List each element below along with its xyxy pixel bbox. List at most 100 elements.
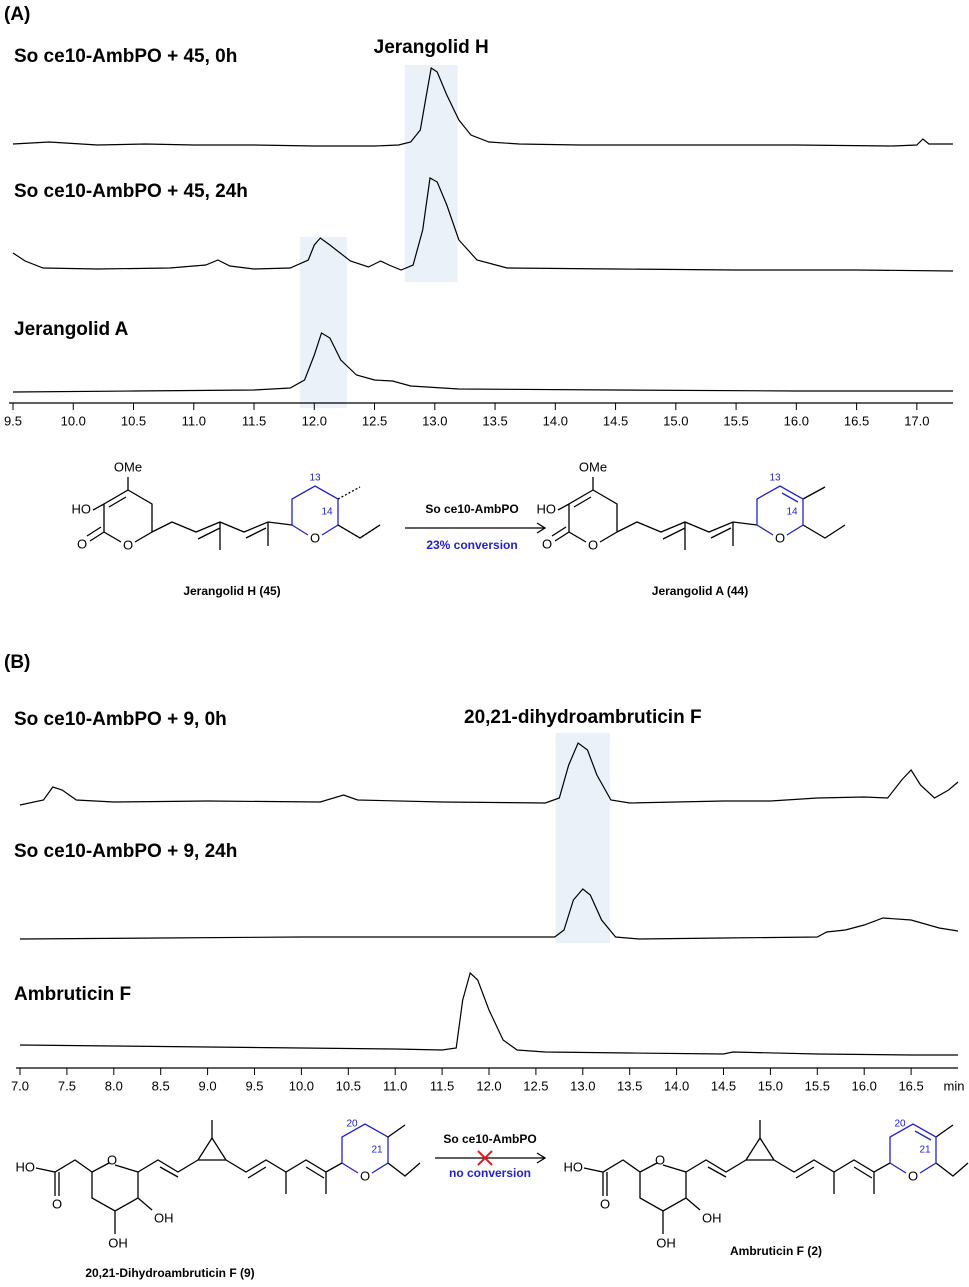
x-tick-label: 11.5 bbox=[430, 1078, 454, 1093]
x-tick-label: 14.5 bbox=[711, 1078, 736, 1093]
compound-name: Jerangolid A (44) bbox=[652, 584, 748, 598]
x-tick-label: 12.5 bbox=[362, 413, 387, 428]
enzyme: So ce10-AmbPO bbox=[443, 1132, 536, 1146]
x-tick-label: 14.0 bbox=[543, 413, 568, 428]
x-tick-label: 11.0 bbox=[182, 413, 206, 428]
x-tick-label: 16.5 bbox=[898, 1078, 923, 1093]
atom-number: 20 bbox=[346, 1119, 358, 1130]
panel-label: (A) bbox=[4, 4, 30, 25]
atom: HO bbox=[72, 501, 92, 516]
conversion: no conversion bbox=[449, 1166, 531, 1180]
bond bbox=[387, 1124, 421, 1177]
atom-number: 13 bbox=[769, 473, 781, 484]
bond bbox=[337, 486, 381, 539]
arrow bbox=[435, 1152, 547, 1164]
x-tick-label: 10.5 bbox=[121, 413, 146, 428]
atom: OH bbox=[702, 1210, 722, 1225]
x-tick-label: 15.5 bbox=[805, 1078, 830, 1093]
trace-label: So ce10-AmbPO + 9, 24h bbox=[14, 841, 237, 862]
atom: OH bbox=[108, 1235, 128, 1250]
x-tick-label: 10.0 bbox=[61, 413, 86, 428]
x-tick-label: 9.5 bbox=[245, 1078, 263, 1093]
atom: O bbox=[107, 1152, 117, 1167]
x-tick-label: 9.0 bbox=[199, 1078, 217, 1093]
trace-label: Jerangolid A bbox=[14, 319, 129, 340]
trace-label: So ce10-AmbPO + 45, 0h bbox=[14, 46, 237, 67]
x-tick-label: 14.0 bbox=[664, 1078, 689, 1093]
compound-name: 20,21-Dihydroambruticin F (9) bbox=[85, 1266, 254, 1280]
x-tick-label: 12.0 bbox=[476, 1078, 501, 1093]
ring bbox=[341, 1123, 389, 1174]
x-tick-label: 15.0 bbox=[758, 1078, 783, 1093]
trace bbox=[12, 66, 953, 147]
compound-name: Jerangolid H (45) bbox=[183, 584, 280, 598]
bond bbox=[337, 524, 381, 539]
scheme-b: HO O O OH OH O 20 21 20,21-Dihydroambrut… bbox=[16, 1119, 969, 1280]
atom-number: 21 bbox=[919, 1145, 931, 1156]
x-tick-label: 13.5 bbox=[617, 1078, 642, 1093]
cross bbox=[477, 1150, 493, 1166]
atom: OMe bbox=[114, 459, 142, 474]
charts: (A) Jerangolid H So ce10-AmbPO + 45, 0h So … bbox=[4, 4, 965, 1093]
atom: O bbox=[52, 1196, 62, 1211]
x-tick-label: 12.5 bbox=[523, 1078, 548, 1093]
bond bbox=[551, 477, 846, 550]
x-tick-label: 7.0 bbox=[11, 1078, 29, 1093]
x-tick-label: 8.5 bbox=[152, 1078, 170, 1093]
x-tick-label: 16.0 bbox=[852, 1078, 877, 1093]
trace-label: Ambruticin F bbox=[14, 984, 131, 1005]
x-tick-label: 13.5 bbox=[482, 413, 507, 428]
bond bbox=[35, 1120, 343, 1234]
x-tick-label: 11.5 bbox=[242, 413, 266, 428]
atom-number: 21 bbox=[371, 1145, 383, 1156]
trace-label: So ce10-AmbPO + 45, 24h bbox=[14, 181, 248, 202]
enzyme: So ce10-AmbPO bbox=[425, 502, 518, 516]
atom: OMe bbox=[579, 459, 607, 474]
x-tick-label: 11.0 bbox=[383, 1078, 407, 1093]
atom: O bbox=[360, 1168, 370, 1183]
atom: O bbox=[908, 1168, 918, 1183]
ring bbox=[291, 485, 339, 536]
atom: O bbox=[655, 1152, 665, 1167]
x-axis-label: min bbox=[944, 1078, 965, 1093]
x-tick-label: 16.5 bbox=[844, 413, 869, 428]
panel-label: (B) bbox=[4, 652, 30, 673]
x-tick-label: 13.0 bbox=[422, 413, 447, 428]
ring bbox=[756, 485, 804, 536]
trace bbox=[19, 888, 959, 940]
x-tick-label: 13.0 bbox=[570, 1078, 595, 1093]
highlight-band bbox=[299, 237, 347, 408]
x-tick-label: 16.0 bbox=[784, 413, 809, 428]
x-tick-label: 14.5 bbox=[603, 413, 628, 428]
bond bbox=[86, 477, 293, 550]
atom: HO bbox=[537, 501, 557, 516]
atom: HO bbox=[16, 1159, 36, 1174]
atom: O bbox=[588, 537, 598, 552]
highlight-band bbox=[404, 65, 458, 282]
conversion: 23% conversion bbox=[426, 538, 517, 552]
atom: O bbox=[775, 530, 785, 545]
compound-name: Ambruticin F (2) bbox=[730, 1244, 822, 1258]
x-tick-label: 17.0 bbox=[904, 413, 929, 428]
trace bbox=[19, 971, 958, 1056]
trace-label: So ce10-AmbPO + 9, 0h bbox=[14, 709, 227, 730]
atom-number: 20 bbox=[894, 1119, 906, 1130]
atom: O bbox=[600, 1196, 610, 1211]
x-tick-label: 7.5 bbox=[58, 1078, 76, 1093]
x-tick-label: 9.5 bbox=[4, 413, 22, 428]
trace bbox=[19, 742, 959, 806]
atom: O bbox=[77, 536, 87, 551]
x-tick-label: 15.5 bbox=[723, 413, 748, 428]
arrow bbox=[405, 522, 547, 534]
x-tick-label: 10.5 bbox=[336, 1078, 361, 1093]
atom-number: 13 bbox=[309, 473, 321, 484]
product: OMe HO O O O 13 14 Jerangolid A (44) bbox=[537, 459, 846, 598]
atom: O bbox=[123, 537, 133, 552]
bond bbox=[583, 1120, 969, 1234]
product: HO O O OH OH O 20 21 Ambruticin F (2) bbox=[564, 1119, 969, 1258]
atom-number: 14 bbox=[321, 507, 333, 518]
ring bbox=[889, 1123, 937, 1174]
x-tick-label: 8.0 bbox=[105, 1078, 123, 1093]
x-tick-label: 12.0 bbox=[302, 413, 327, 428]
